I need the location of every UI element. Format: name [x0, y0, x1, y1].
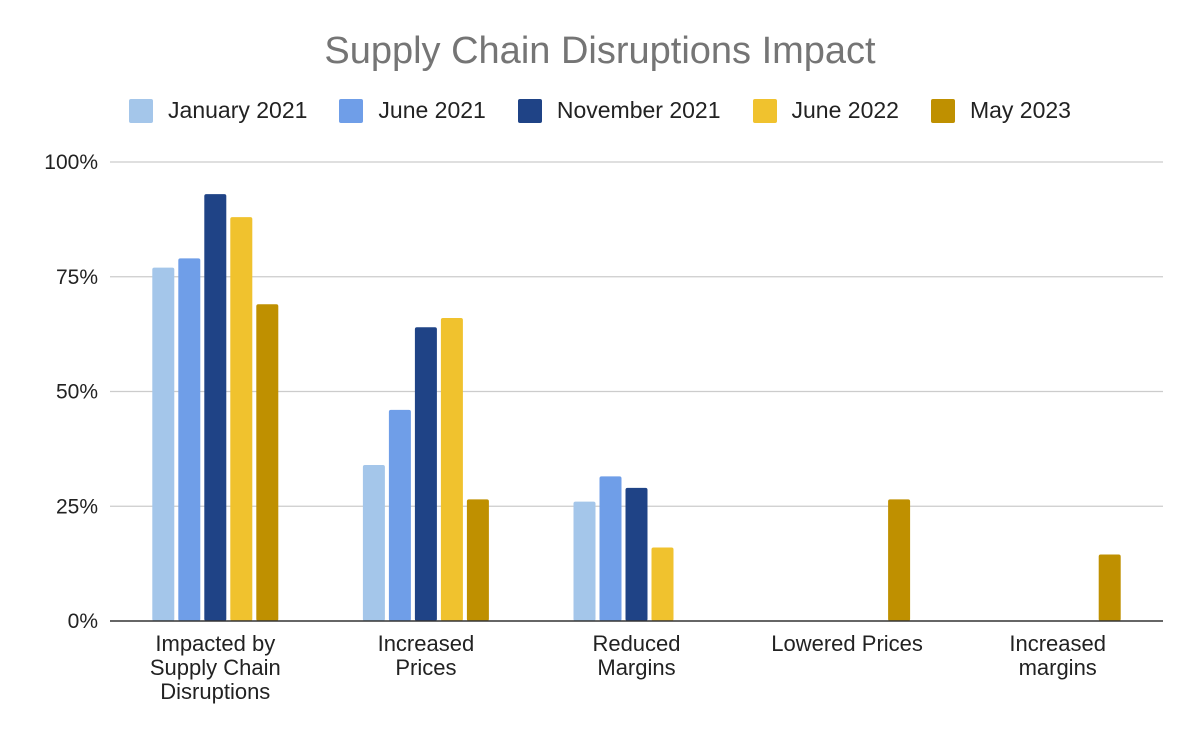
bar[interactable] [388, 409, 411, 621]
y-tick-label: 0% [68, 610, 98, 633]
y-tick-label: 75% [56, 266, 98, 289]
bar[interactable] [440, 318, 463, 621]
bar[interactable] [152, 267, 175, 621]
x-tick-label: Lowered Prices [771, 631, 923, 656]
bar[interactable] [178, 258, 201, 621]
legend-item-january-2021[interactable]: January 2021 [129, 97, 307, 124]
legend-swatch [930, 98, 955, 123]
bar[interactable] [888, 499, 911, 621]
legend-label: November 2021 [556, 97, 721, 123]
legend-swatch [752, 98, 777, 123]
legend-item-november-2021[interactable]: November 2021 [517, 97, 721, 124]
legend-item-may-2023[interactable]: May 2023 [930, 97, 1071, 124]
bar[interactable] [204, 194, 227, 621]
bar[interactable] [573, 501, 596, 621]
chart-title: Supply Chain Disruptions Impact [324, 30, 876, 72]
y-tick-label: 25% [56, 495, 98, 518]
legend-swatch [129, 98, 154, 123]
legend-item-june-2022[interactable]: June 2022 [752, 97, 899, 124]
bar[interactable] [625, 487, 648, 621]
axes: 0% 25% 50% 75% 100% Impacted by Supply Chain Di… [44, 151, 1163, 704]
legend-label: June 2022 [791, 97, 899, 123]
bar[interactable] [651, 547, 674, 621]
bars [152, 194, 1121, 621]
bar[interactable] [362, 464, 385, 621]
legend-item-june-2021[interactable]: June 2021 [339, 97, 486, 124]
bar[interactable] [466, 499, 489, 621]
legend: January 2021 June 2021 November 2021 Jun… [0, 97, 1200, 124]
bar[interactable] [599, 476, 622, 621]
bar[interactable] [414, 327, 437, 621]
legend-label: January 2021 [168, 97, 308, 123]
x-tick-label: Increased Prices [378, 631, 475, 680]
legend-label: June 2021 [378, 97, 486, 123]
x-tick-label: Impacted by Supply Chain Disruptions [150, 631, 281, 704]
y-tick-label: 100% [44, 151, 98, 174]
legend-swatch [517, 98, 542, 123]
bar[interactable] [230, 217, 253, 621]
legend-swatch [339, 98, 364, 123]
y-tick-label: 50% [56, 381, 98, 404]
x-tick-label: Reduced Margins [592, 631, 680, 680]
legend-label: May 2023 [969, 97, 1071, 123]
bar[interactable] [256, 304, 279, 621]
x-tick-label: Increased margins [1009, 631, 1106, 680]
bar[interactable] [1098, 554, 1121, 621]
